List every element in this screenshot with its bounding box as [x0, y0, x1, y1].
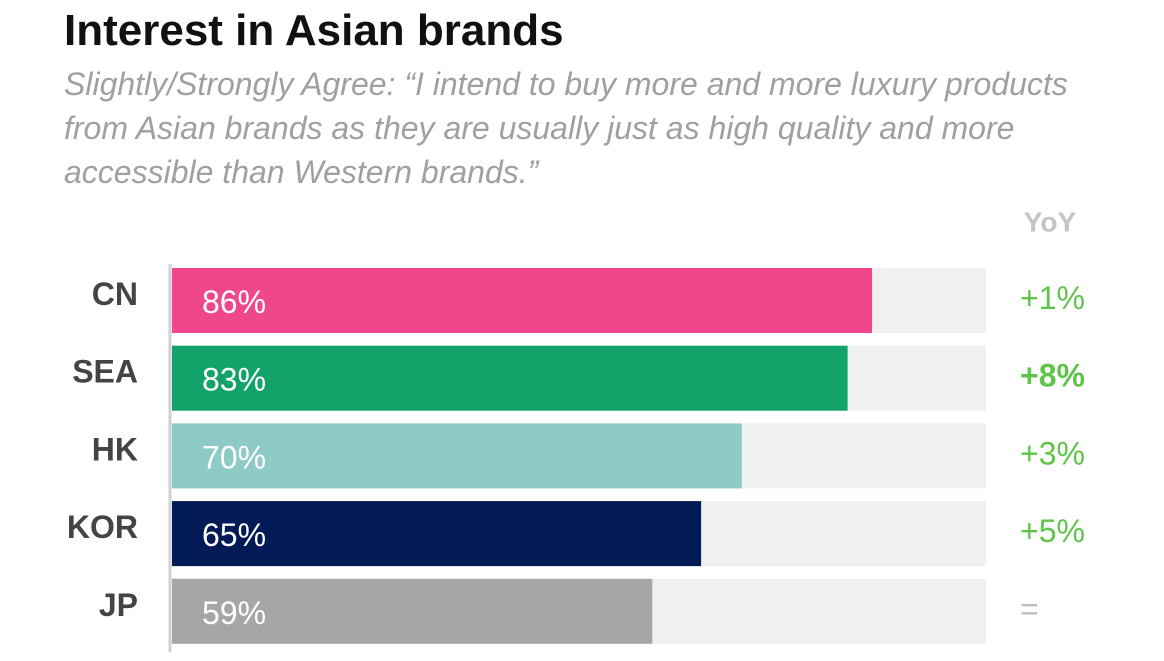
value-label: 59% — [202, 595, 266, 631]
yoy-label: +3% — [1020, 435, 1085, 471]
chart-title: Interest in Asian brands — [64, 6, 564, 55]
category-label: CN — [92, 276, 138, 312]
value-label: 65% — [202, 517, 266, 553]
yoy-label: +5% — [1020, 513, 1085, 549]
bar — [172, 578, 653, 644]
chart-subtitle: Slightly/Strongly Agree: “I intend to bu… — [64, 66, 1068, 190]
yoy-label: +8% — [1020, 358, 1085, 394]
value-label: 70% — [202, 439, 266, 475]
value-label: 86% — [202, 284, 266, 320]
category-label: JP — [99, 587, 138, 623]
category-label: HK — [92, 431, 138, 467]
yoy-label: +1% — [1020, 280, 1085, 316]
category-label: SEA — [72, 354, 138, 390]
bar — [172, 423, 742, 489]
yoy-label: = — [1020, 591, 1039, 627]
bar — [172, 501, 702, 567]
yoy-header: YoY — [1024, 206, 1077, 237]
bar — [172, 268, 873, 333]
category-label: KOR — [67, 509, 138, 545]
bar — [172, 345, 848, 411]
value-label: 83% — [202, 362, 266, 398]
